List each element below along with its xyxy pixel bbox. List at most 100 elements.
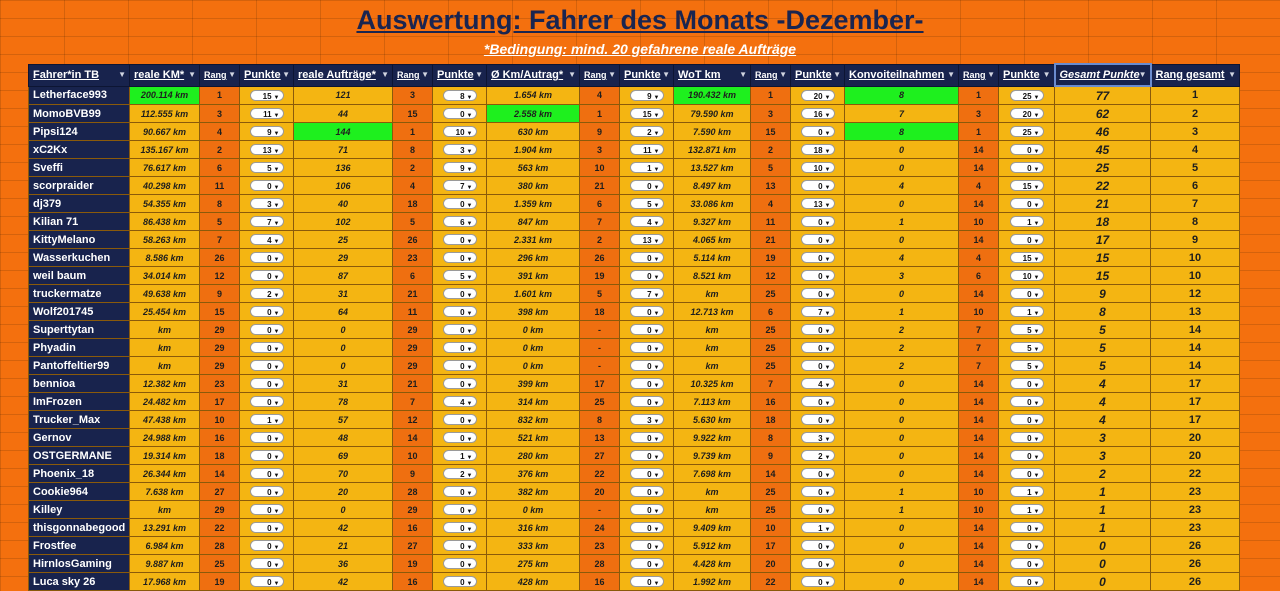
points-dropdown[interactable]: 18 ▼ bbox=[800, 144, 835, 155]
total-points-cell[interactable]: 18 bbox=[1054, 212, 1151, 231]
convoys-cell[interactable]: 3 bbox=[844, 266, 959, 285]
avg-rank-cell[interactable]: 20 bbox=[579, 482, 620, 501]
avg-km-cell[interactable]: 314 km bbox=[486, 392, 580, 411]
real-jobs-cell[interactable]: 44 bbox=[293, 104, 393, 123]
avg-km-cell[interactable]: 832 km bbox=[486, 410, 580, 429]
driver-name-cell[interactable]: Superttytan bbox=[28, 320, 130, 339]
wot-rank-cell[interactable]: 7 bbox=[750, 374, 791, 393]
points-dropdown[interactable]: 0 ▼ bbox=[800, 180, 835, 191]
points-dropdown[interactable]: 0 ▼ bbox=[442, 576, 477, 587]
real-km-cell[interactable]: km bbox=[129, 500, 200, 519]
avg-km-cell[interactable]: 1.359 km bbox=[486, 194, 580, 213]
points-dropdown[interactable]: 3 ▼ bbox=[442, 144, 477, 155]
convoys-rank-cell[interactable]: 14 bbox=[958, 140, 999, 159]
col-header-real-jobs[interactable]: reale Aufträge* ▼ bbox=[293, 63, 393, 87]
wot-rank-cell[interactable]: 9 bbox=[750, 446, 791, 465]
points-dropdown[interactable]: 4 ▼ bbox=[249, 234, 284, 245]
convoys-cell[interactable]: 1 bbox=[844, 500, 959, 519]
wot-rank-cell[interactable]: 22 bbox=[750, 572, 791, 591]
points-dropdown[interactable]: 0 ▼ bbox=[629, 360, 664, 371]
avg-km-cell[interactable]: 1.654 km bbox=[486, 85, 580, 105]
overall-rank-cell[interactable]: 14 bbox=[1150, 320, 1240, 339]
real-km-cell[interactable]: 34.014 km bbox=[129, 266, 200, 285]
real-jobs-cell[interactable]: 29 bbox=[293, 248, 393, 267]
points-dropdown[interactable]: 9 ▼ bbox=[249, 126, 284, 137]
real-km-cell[interactable]: km bbox=[129, 356, 200, 375]
wot-rank-cell[interactable]: 8 bbox=[750, 428, 791, 447]
total-points-cell[interactable]: 1 bbox=[1054, 482, 1151, 501]
points-dropdown[interactable]: 16 ▼ bbox=[800, 108, 835, 119]
points-dropdown[interactable]: 13 ▼ bbox=[629, 234, 664, 245]
points-dropdown[interactable]: 0 ▼ bbox=[800, 216, 835, 227]
points-dropdown[interactable]: 0 ▼ bbox=[1009, 144, 1044, 155]
jobs-rank-cell[interactable]: 7 bbox=[392, 392, 433, 411]
avg-km-cell[interactable]: 399 km bbox=[486, 374, 580, 393]
convoys-rank-cell[interactable]: 14 bbox=[958, 374, 999, 393]
points-dropdown[interactable]: 0 ▼ bbox=[249, 486, 284, 497]
real-km-cell[interactable]: 135.167 km bbox=[129, 140, 200, 159]
overall-rank-cell[interactable]: 26 bbox=[1150, 554, 1240, 573]
km-rank-cell[interactable]: 27 bbox=[199, 482, 240, 501]
col-header-km-points[interactable]: Punkte ▼ bbox=[239, 63, 294, 87]
convoys-rank-cell[interactable]: 14 bbox=[958, 518, 999, 537]
wot-rank-cell[interactable]: 1 bbox=[750, 85, 791, 105]
total-points-cell[interactable]: 1 bbox=[1054, 518, 1151, 537]
wot-km-cell[interactable]: km bbox=[673, 482, 751, 501]
overall-rank-cell[interactable]: 8 bbox=[1150, 212, 1240, 231]
wot-rank-cell[interactable]: 14 bbox=[750, 464, 791, 483]
wot-km-cell[interactable]: km bbox=[673, 356, 751, 375]
points-dropdown[interactable]: 0 ▼ bbox=[1009, 450, 1044, 461]
wot-km-cell[interactable]: 5.912 km bbox=[673, 536, 751, 555]
km-rank-cell[interactable]: 5 bbox=[199, 212, 240, 231]
overall-rank-cell[interactable]: 10 bbox=[1150, 248, 1240, 267]
convoys-cell[interactable]: 0 bbox=[844, 518, 959, 537]
avg-km-cell[interactable]: 316 km bbox=[486, 518, 580, 537]
total-points-cell[interactable]: 2 bbox=[1054, 464, 1151, 483]
wot-km-cell[interactable]: 9.327 km bbox=[673, 212, 751, 231]
points-dropdown[interactable]: 0 ▼ bbox=[629, 342, 664, 353]
driver-name-cell[interactable]: Trucker_Max bbox=[28, 410, 130, 429]
points-dropdown[interactable]: 20 ▼ bbox=[1009, 108, 1044, 119]
real-jobs-cell[interactable]: 42 bbox=[293, 518, 393, 537]
col-header-jobs-points[interactable]: Punkte ▼ bbox=[432, 63, 487, 87]
driver-name-cell[interactable]: ImFrozen bbox=[28, 392, 130, 411]
points-dropdown[interactable]: 0 ▼ bbox=[629, 306, 664, 317]
points-dropdown[interactable]: 0 ▼ bbox=[629, 504, 664, 515]
points-dropdown[interactable]: 0 ▼ bbox=[1009, 576, 1044, 587]
convoys-cell[interactable]: 0 bbox=[844, 194, 959, 213]
points-dropdown[interactable]: 7 ▼ bbox=[629, 288, 664, 299]
jobs-rank-cell[interactable]: 28 bbox=[392, 482, 433, 501]
avg-rank-cell[interactable]: 8 bbox=[579, 410, 620, 429]
overall-rank-cell[interactable]: 17 bbox=[1150, 410, 1240, 429]
avg-km-cell[interactable]: 333 km bbox=[486, 536, 580, 555]
jobs-rank-cell[interactable]: 9 bbox=[392, 464, 433, 483]
real-jobs-cell[interactable]: 121 bbox=[293, 85, 393, 105]
points-dropdown[interactable]: 0 ▼ bbox=[442, 378, 477, 389]
points-dropdown[interactable]: 1 ▼ bbox=[1009, 504, 1044, 515]
points-dropdown[interactable]: 0 ▼ bbox=[800, 576, 835, 587]
avg-rank-cell[interactable]: 1 bbox=[579, 104, 620, 123]
wot-rank-cell[interactable]: 5 bbox=[750, 158, 791, 177]
total-points-cell[interactable]: 25 bbox=[1054, 158, 1151, 177]
col-header-km-rank[interactable]: Rang ▼ bbox=[199, 63, 240, 87]
real-jobs-cell[interactable]: 144 bbox=[293, 122, 393, 141]
real-km-cell[interactable]: 19.314 km bbox=[129, 446, 200, 465]
driver-name-cell[interactable]: Wolf201745 bbox=[28, 302, 130, 321]
total-points-cell[interactable]: 46 bbox=[1054, 122, 1151, 141]
points-dropdown[interactable]: 0 ▼ bbox=[800, 234, 835, 245]
avg-km-cell[interactable]: 1.904 km bbox=[486, 140, 580, 159]
points-dropdown[interactable]: 1 ▼ bbox=[442, 450, 477, 461]
dropdown-arrow-icon[interactable]: ▼ bbox=[608, 69, 616, 79]
avg-rank-cell[interactable]: 16 bbox=[579, 572, 620, 591]
points-dropdown[interactable]: 5 ▼ bbox=[629, 198, 664, 209]
points-dropdown[interactable]: 0 ▼ bbox=[442, 252, 477, 263]
convoys-cell[interactable]: 2 bbox=[844, 320, 959, 339]
real-km-cell[interactable]: 49.638 km bbox=[129, 284, 200, 303]
convoys-rank-cell[interactable]: 14 bbox=[958, 536, 999, 555]
points-dropdown[interactable]: 0 ▼ bbox=[442, 324, 477, 335]
real-jobs-cell[interactable]: 31 bbox=[293, 284, 393, 303]
dropdown-arrow-icon[interactable]: ▼ bbox=[421, 69, 429, 79]
points-dropdown[interactable]: 1 ▼ bbox=[800, 522, 835, 533]
points-dropdown[interactable]: 10 ▼ bbox=[442, 126, 477, 137]
avg-km-cell[interactable]: 521 km bbox=[486, 428, 580, 447]
